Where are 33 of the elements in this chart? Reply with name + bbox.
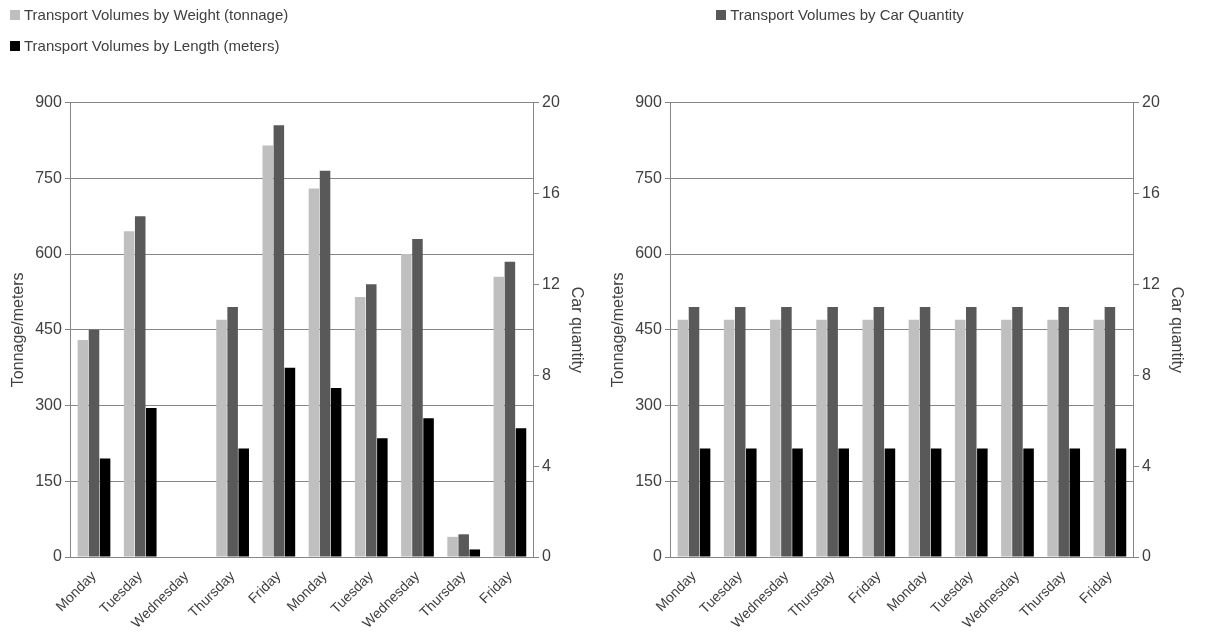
y-axis-title: Tonnage/meters (609, 272, 627, 388)
y2-tick-label: 8 (1142, 365, 1151, 383)
legend-label: Transport Volumes by Car Quantity (730, 6, 964, 23)
y-tick-label: 600 (35, 244, 62, 262)
y-tick-label: 300 (635, 395, 662, 413)
y-tick-label: 750 (35, 168, 62, 186)
y-tick-label: 150 (635, 471, 662, 489)
y-tick-label: 0 (652, 547, 662, 565)
y2-tick-label: 12 (542, 274, 560, 292)
y-tick-label: 450 (35, 320, 62, 338)
y2-tick-label: 20 (542, 93, 560, 111)
y2-axis-title: Car quantity (1168, 286, 1186, 373)
y2-tick-label: 12 (1142, 274, 1160, 292)
y2-tick-label: 16 (542, 183, 560, 201)
y-tick-label: 0 (52, 547, 62, 565)
y2-axis-title: Car quantity (568, 286, 586, 373)
y-tick-label: 450 (635, 320, 662, 338)
y-tick-label: 600 (635, 244, 662, 262)
y2-tick-label: 16 (1142, 183, 1160, 201)
y-tick-label: 900 (635, 93, 662, 111)
y-tick-label: 150 (35, 471, 62, 489)
y2-tick-label: 20 (1142, 93, 1160, 111)
y-tick-label: 900 (35, 93, 62, 111)
legend-label: Transport Volumes by Weight (tonnage) (24, 6, 289, 23)
y2-tick-label: 0 (542, 547, 551, 565)
y2-tick-label: 8 (542, 365, 551, 383)
y-tick-label: 300 (35, 395, 62, 413)
y-axis-title: Tonnage/meters (9, 272, 27, 388)
legend-label: Transport Volumes by Length (meters) (24, 37, 280, 54)
y2-tick-label: 0 (1142, 547, 1151, 565)
y2-tick-label: 4 (1142, 456, 1151, 474)
y-tick-label: 750 (635, 168, 662, 186)
y2-tick-label: 4 (542, 456, 551, 474)
